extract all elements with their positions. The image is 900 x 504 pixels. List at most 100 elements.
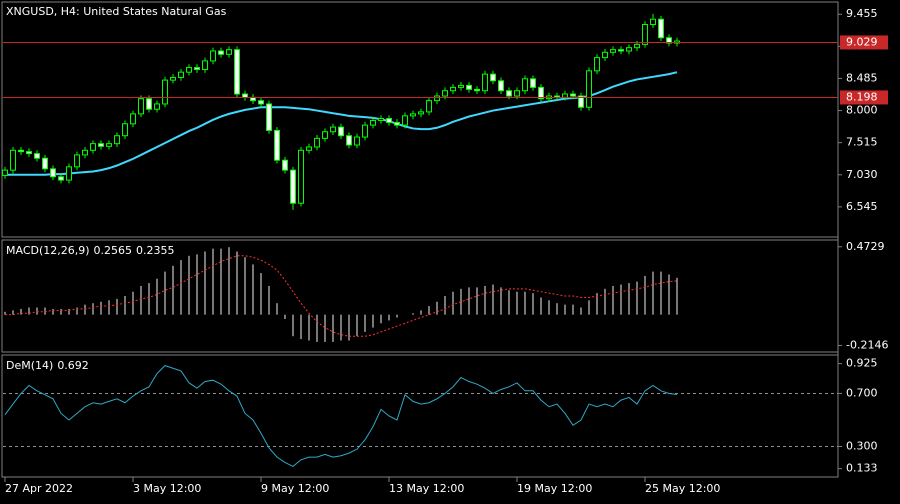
y-tick-label: 8.485 xyxy=(846,71,878,84)
candle-body xyxy=(626,47,632,52)
candle-body xyxy=(514,90,520,97)
candle-body xyxy=(490,73,496,82)
price-level-label: 8.198 xyxy=(846,90,878,103)
candle-body xyxy=(26,151,32,155)
candle-body xyxy=(530,78,536,88)
y-tick-label: -0.2146 xyxy=(846,338,888,351)
candle-body xyxy=(426,100,432,113)
candle-body xyxy=(650,18,656,26)
candle-body xyxy=(666,37,672,44)
candle-body xyxy=(2,169,8,176)
candle-body xyxy=(362,124,368,138)
price-level-tag xyxy=(840,35,888,50)
candle-body xyxy=(634,43,640,49)
candle-body xyxy=(146,98,152,110)
candle-body xyxy=(194,67,200,71)
candle-body xyxy=(370,119,376,126)
candle-body xyxy=(58,176,64,181)
indicator-name: MACD(12,26,9) xyxy=(6,244,90,257)
y-tick-label: 0.925 xyxy=(846,357,878,370)
candle-body xyxy=(522,78,528,92)
candle-body xyxy=(338,126,344,137)
x-tick-label: 9 May 12:00 xyxy=(261,482,329,495)
candle-body xyxy=(282,159,288,171)
candle-body xyxy=(602,51,608,59)
x-tick-label: 27 Apr 2022 xyxy=(5,482,73,495)
candle-body xyxy=(18,149,24,153)
candle-body xyxy=(266,103,272,131)
candle-body xyxy=(274,129,280,161)
candle-body xyxy=(570,93,576,97)
y-tick-label: 0.700 xyxy=(846,386,878,399)
candle-body xyxy=(386,118,392,123)
candle-body xyxy=(154,103,160,110)
candle-body xyxy=(330,126,336,133)
candle-body xyxy=(178,71,184,78)
candle-body xyxy=(498,80,504,92)
indicator-value: 0.2355 xyxy=(136,244,175,257)
y-tick-label: 9.455 xyxy=(846,7,878,20)
candle-body xyxy=(66,166,72,181)
candle-body xyxy=(10,149,16,171)
candle-body xyxy=(506,90,512,97)
candle-body xyxy=(90,143,96,151)
candle-body xyxy=(442,90,448,97)
candle-body xyxy=(106,143,112,147)
candle-body xyxy=(226,49,232,55)
candle-body xyxy=(378,118,384,121)
indicator-value: 0.2565 xyxy=(94,244,133,257)
candle-body xyxy=(34,153,40,159)
candle-body xyxy=(242,93,248,98)
candle-body xyxy=(162,79,168,105)
candle-body xyxy=(410,113,416,117)
candle-body xyxy=(50,168,56,178)
y-tick-label: 8.000 xyxy=(846,104,878,117)
candle-body xyxy=(82,149,88,156)
candle-body xyxy=(114,135,120,145)
candle-body xyxy=(642,24,648,45)
candle-body xyxy=(98,143,104,147)
candle-body xyxy=(170,76,176,81)
candle-body xyxy=(458,84,464,88)
x-tick-label: 25 May 12:00 xyxy=(645,482,720,495)
candle-body xyxy=(298,149,304,204)
candle-body xyxy=(394,121,400,126)
candle-body xyxy=(354,136,360,146)
candle-body xyxy=(466,84,472,90)
indicator-name: DeM(14) xyxy=(6,359,53,372)
candle-body xyxy=(74,154,80,168)
candle-body xyxy=(218,50,224,55)
candle-body xyxy=(322,131,328,139)
y-tick-label: 7.030 xyxy=(846,168,878,181)
candle-body xyxy=(346,135,352,146)
candle-body xyxy=(610,49,616,53)
candle-body xyxy=(450,86,456,92)
candle-body xyxy=(234,49,240,95)
candle-body xyxy=(314,137,320,148)
price-level-tag xyxy=(840,90,888,105)
candle-body xyxy=(658,18,664,39)
x-tick-label: 3 May 12:00 xyxy=(133,482,201,495)
indicator-label: DeM(14) 0.692 xyxy=(6,359,89,372)
candle-body xyxy=(42,157,48,170)
x-tick-label: 19 May 12:00 xyxy=(517,482,592,495)
candle-body xyxy=(562,93,568,98)
y-tick-label: 7.515 xyxy=(846,136,878,149)
y-tick-label: 0.300 xyxy=(846,440,878,453)
candle-body xyxy=(138,98,144,115)
candle-body xyxy=(578,95,584,108)
indicator-label: MACD(12,26,9) 0.2565 0.2355 xyxy=(6,244,175,257)
candle-body xyxy=(290,169,296,204)
x-tick-label: 13 May 12:00 xyxy=(389,482,464,495)
candle-body xyxy=(618,49,624,52)
candle-body xyxy=(434,95,440,102)
y-tick-label: 0.133 xyxy=(846,462,878,475)
candle-body xyxy=(474,88,480,92)
candle-body xyxy=(402,115,408,126)
candle-body xyxy=(482,73,488,92)
price-level-label: 9.029 xyxy=(846,35,878,48)
candle-body xyxy=(210,50,216,62)
